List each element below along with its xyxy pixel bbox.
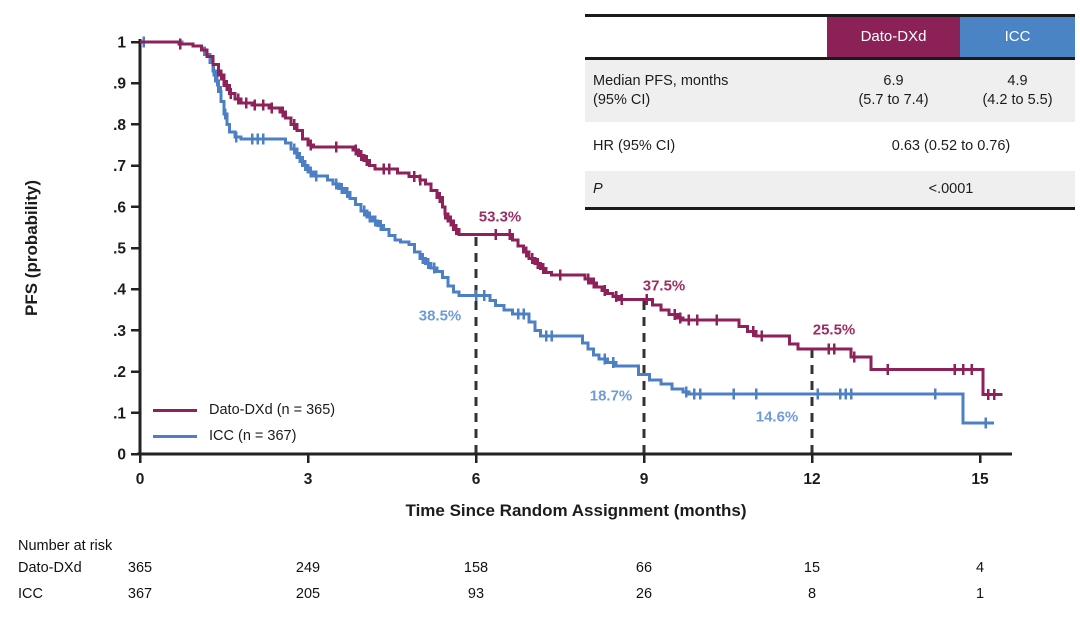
median-pfs-dato-value: 6.9 (5.7 to 7.4) [827, 72, 960, 110]
legend-label-dato-dxd: Dato-DXd (n = 365) [209, 402, 336, 418]
stats-table-header: Dato-DXd ICC [585, 17, 1075, 60]
hr-row: HR (95% CI) 0.63 (0.52 to 0.76) [585, 127, 1075, 165]
icc-line-swatch [153, 434, 197, 438]
dato-dxd-line-swatch [153, 408, 197, 412]
x-tick-label: 6 [472, 471, 481, 488]
landmark-pct-label: 38.5% [418, 307, 462, 325]
median-pfs-label-line1: Median PFS, months [593, 73, 729, 89]
stats-table-header-dato-dxd: Dato-DXd [827, 17, 960, 57]
median-pfs-icc-line1: 4.9 [1007, 73, 1028, 89]
legend-label-icc: ICC (n = 367) [209, 428, 297, 444]
hr-value: 0.63 (0.52 to 0.76) [891, 137, 1011, 154]
landmark-pct-label: 37.5% [642, 277, 686, 294]
median-pfs-dato-line1: 6.9 [883, 73, 904, 89]
x-axis-label: Time Since Random Assignment (months) [405, 501, 747, 520]
median-pfs-dato-ci: (5.7 to 7.4) [858, 91, 929, 108]
x-tick-label: 3 [304, 471, 313, 488]
landmark-pct-label: 53.3% [478, 208, 522, 226]
p-value-row: P <.0001 [585, 170, 1075, 208]
y-axis-label: PFS (probability) [22, 180, 41, 316]
y-tick-label: .2 [113, 364, 126, 381]
median-pfs-label-line2: (95% CI) [593, 91, 651, 108]
landmark-pct-label: 18.7% [589, 387, 633, 405]
km-curve-icc [140, 40, 994, 425]
y-tick-label: 0 [117, 447, 126, 464]
median-pfs-row: Median PFS, months (95% CI) 6.9 (5.7 to … [585, 60, 1075, 122]
legend-item-icc: ICC (n = 367) [153, 423, 335, 449]
stats-table-header-blank [585, 17, 827, 57]
y-tick-label: .5 [113, 241, 126, 258]
y-tick-label: .7 [113, 158, 126, 175]
hr-label: HR (95% CI) [593, 137, 676, 154]
y-tick-label: .3 [113, 323, 126, 340]
y-tick-label: .1 [113, 405, 126, 422]
median-pfs-icc-value: 4.9 (4.2 to 5.5) [960, 72, 1075, 110]
landmark-pct-label: 25.5% [812, 321, 856, 339]
median-pfs-icc-ci: (4.2 to 5.5) [982, 91, 1053, 108]
y-tick-label: .8 [113, 117, 126, 134]
y-tick-label: 1 [117, 35, 126, 52]
x-tick-label: 9 [640, 471, 649, 488]
landmark-pct-label: 14.6% [755, 408, 799, 426]
x-tick-label: 12 [803, 471, 820, 488]
stats-table-header-icc: ICC [960, 17, 1075, 57]
y-tick-label: .9 [113, 76, 126, 93]
y-tick-label: .4 [113, 282, 126, 299]
y-tick-label: .6 [113, 199, 126, 216]
legend: Dato-DXd (n = 365) ICC (n = 367) [153, 397, 335, 449]
legend-item-dato-dxd: Dato-DXd (n = 365) [153, 397, 335, 423]
p-value: <.0001 [928, 180, 974, 197]
x-tick-label: 0 [136, 471, 145, 488]
x-tick-label: 15 [971, 471, 989, 488]
stats-table: Dato-DXd ICC Median PFS, months (95% CI)… [585, 14, 1075, 211]
median-pfs-label: Median PFS, months (95% CI) [585, 72, 827, 110]
p-label: P [593, 180, 603, 197]
